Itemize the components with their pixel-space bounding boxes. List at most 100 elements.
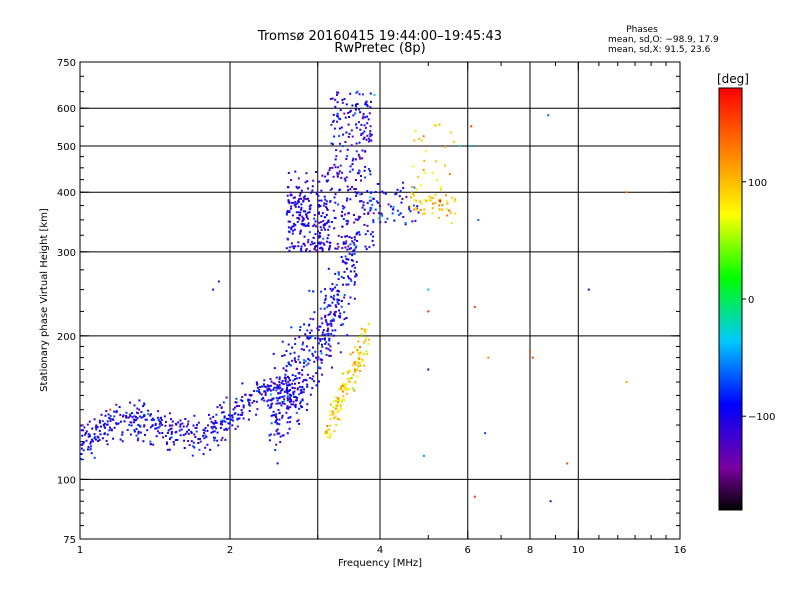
echo-point: [103, 425, 106, 428]
echo-point: [300, 249, 303, 252]
echo-point: [453, 140, 455, 143]
echo-point: [369, 106, 372, 109]
echo-point: [336, 112, 339, 115]
echo-point: [347, 258, 350, 261]
echo-point: [133, 415, 136, 418]
echo-point: [356, 375, 359, 378]
echo-point: [286, 194, 289, 197]
echo-point: [299, 389, 302, 392]
echo-point: [131, 416, 134, 419]
echo-point: [342, 218, 345, 220]
echo-point: [318, 212, 320, 215]
echo-point: [273, 433, 276, 436]
echo-point: [358, 357, 361, 360]
echo-point: [108, 429, 111, 432]
echo-point: [312, 375, 315, 378]
echo-point: [419, 209, 422, 211]
echo-point: [129, 433, 132, 436]
echo-point: [95, 438, 97, 441]
echo-point: [118, 406, 121, 409]
echo-point: [217, 280, 220, 283]
echo-point: [320, 199, 323, 202]
echo-point: [278, 381, 281, 384]
echo-point: [179, 423, 182, 426]
echo-point: [117, 422, 120, 425]
echo-point: [209, 448, 212, 451]
echo-point: [207, 424, 209, 427]
echo-point: [256, 383, 259, 386]
echo-point: [439, 201, 442, 204]
echo-point: [345, 131, 348, 134]
echo-point: [314, 350, 317, 353]
echo-point: [192, 441, 195, 444]
echo-point: [336, 418, 339, 420]
echo-point: [321, 249, 324, 252]
echo-point: [297, 387, 299, 390]
echo-point: [339, 312, 342, 315]
echo-point: [289, 406, 292, 409]
echo-point: [269, 393, 272, 396]
x-axis-label: Frequency [MHz]: [338, 558, 422, 569]
echo-point: [333, 294, 335, 297]
echo-point: [273, 382, 276, 385]
echo-point: [364, 103, 367, 106]
echo-point: [418, 138, 421, 140]
echo-point: [438, 123, 441, 126]
echo-point: [367, 168, 370, 171]
echo-point: [335, 149, 338, 152]
echo-point: [274, 449, 277, 451]
echo-point: [359, 128, 362, 131]
echo-point: [420, 202, 423, 205]
echo-point: [370, 100, 372, 103]
echo-point: [349, 278, 352, 281]
echo-point: [129, 401, 131, 404]
echo-point: [366, 230, 369, 233]
echo-point: [347, 189, 350, 192]
echo-point: [391, 212, 394, 215]
echo-point: [326, 306, 329, 309]
echo-point: [313, 242, 316, 245]
echo-point: [339, 142, 341, 145]
echo-point: [336, 290, 339, 293]
echo-point: [275, 386, 278, 389]
echo-point: [285, 365, 288, 368]
echo-point: [347, 220, 350, 223]
echo-point: [333, 227, 336, 230]
echo-point: [415, 209, 418, 212]
echo-point: [448, 173, 451, 176]
x-tick-label: 4: [377, 545, 383, 556]
echo-point: [302, 391, 305, 394]
echo-point: [354, 246, 357, 249]
echo-point: [152, 419, 155, 421]
echo-point: [94, 426, 97, 429]
echo-point: [302, 365, 305, 368]
echo-point: [220, 439, 223, 442]
echo-point: [289, 393, 291, 396]
echo-point: [278, 432, 281, 435]
echo-point: [343, 296, 346, 299]
echo-point: [369, 92, 372, 95]
echo-point: [299, 232, 302, 235]
echo-point: [343, 311, 346, 314]
echo-point: [306, 383, 309, 386]
echo-point: [330, 403, 332, 406]
echo-point: [291, 225, 294, 228]
echo-point: [333, 412, 336, 415]
echo-point: [182, 425, 185, 428]
echo-point: [345, 317, 348, 319]
echo-point: [366, 190, 369, 193]
echo-point: [360, 123, 363, 126]
echo-point: [330, 332, 333, 335]
echo-point: [103, 422, 106, 425]
echo-point: [272, 352, 275, 355]
echo-point: [285, 407, 288, 410]
echo-point: [241, 382, 244, 385]
echo-point: [304, 225, 307, 227]
echo-point: [369, 170, 372, 173]
echo-point: [306, 336, 309, 339]
echo-point: [423, 159, 426, 162]
echo-point: [228, 414, 230, 417]
echo-point: [262, 397, 265, 399]
echo-point: [315, 193, 318, 196]
echo-point: [348, 277, 351, 280]
